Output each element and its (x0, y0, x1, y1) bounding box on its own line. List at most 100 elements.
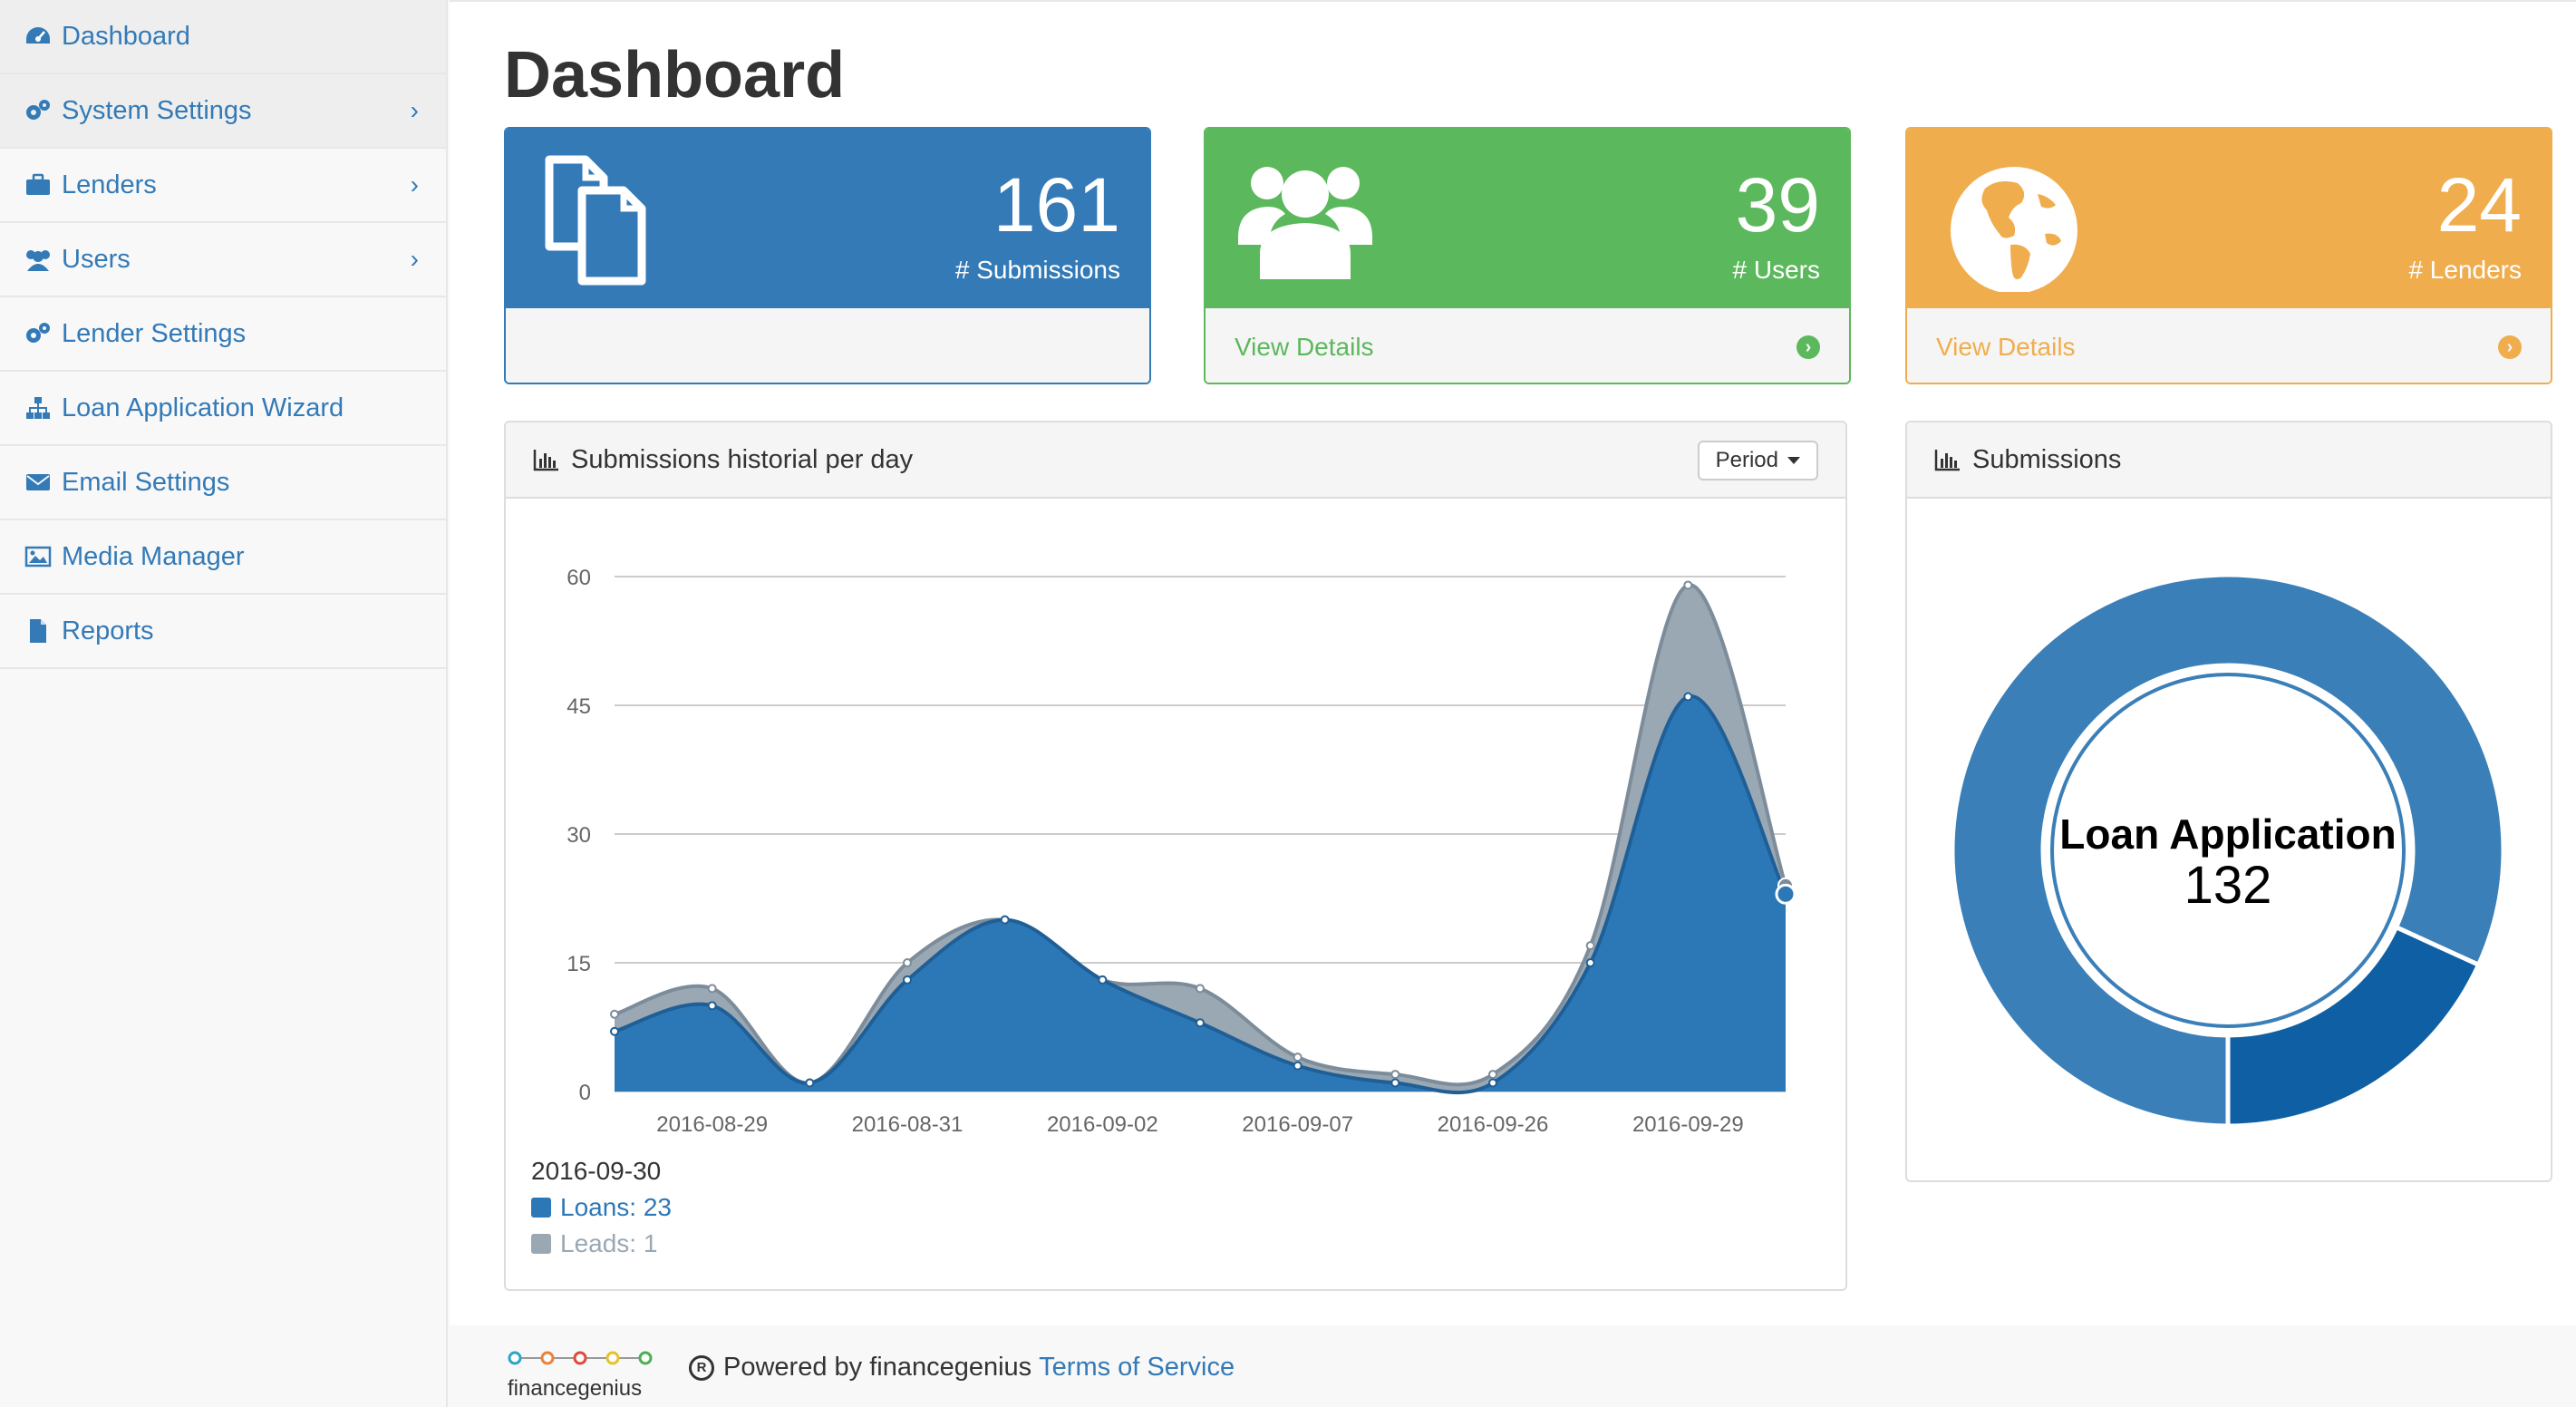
leads-point (1585, 941, 1595, 951)
loans-point (1683, 692, 1693, 702)
period-dropdown[interactable]: Period (1697, 441, 1818, 480)
sitemap-icon (24, 393, 53, 422)
x-tick-label: 2016-09-02 (1047, 1112, 1158, 1137)
y-tick-label: 60 (567, 566, 591, 590)
leads-point (903, 958, 912, 967)
sidebar-item-system-settings[interactable]: System Settings › (0, 74, 446, 149)
leads-point (707, 984, 717, 994)
loans-point-highlight (1775, 883, 1796, 905)
x-tick-label: 2016-09-26 (1438, 1112, 1549, 1137)
x-tick-label: 2016-08-31 (852, 1112, 964, 1137)
submissions-history-panel: Submissions historial per day Period 0 15… (504, 421, 1847, 1291)
sidebar: Dashboard System Settings › Lenders › Us… (0, 0, 448, 1407)
users-icon (1233, 147, 1378, 296)
legend-item-leads[interactable]: Leads: 1 (531, 1229, 672, 1258)
chevron-right-icon: › (410, 96, 419, 124)
sidebar-item-users[interactable]: Users › (0, 223, 446, 297)
leads-point (1683, 580, 1693, 590)
submissions-stat-card: 161 # Submissions (504, 127, 1151, 384)
chart-legend: 2016-09-30 Loans: 23 Leads: 1 (531, 1157, 672, 1266)
sidebar-item-loan-application-wizard[interactable]: Loan Application Wizard (0, 372, 446, 446)
sidebar-item-label: Reports (62, 616, 154, 645)
loans-point (1196, 1018, 1205, 1028)
x-tick-label: 2016-09-29 (1632, 1112, 1744, 1137)
legend-label: Leads: 1 (560, 1229, 658, 1257)
x-tick-label: 2016-08-29 (656, 1112, 768, 1137)
caret-down-icon (1787, 457, 1800, 464)
donut-center-label: Loan Application (2059, 810, 2396, 858)
leads-point (1293, 1053, 1303, 1063)
donut-center-value: 132 (2184, 856, 2272, 915)
submissions-count: 161 (993, 162, 1120, 247)
legend-date: 2016-09-30 (531, 1157, 662, 1185)
users-icon (24, 245, 53, 274)
bar-chart-icon (1934, 448, 1961, 471)
loans-point (1098, 975, 1108, 985)
leads-point (1390, 1070, 1400, 1080)
bar-chart-icon (533, 448, 560, 471)
lenders-stat-card: 24 # Lenders View Details › (1905, 127, 2552, 384)
sidebar-item-dashboard[interactable]: Dashboard (0, 0, 446, 74)
submissions-footer (506, 308, 1149, 383)
panel-title: Submissions historial per day (571, 444, 914, 474)
y-tick-label: 15 (567, 952, 591, 976)
panel-title: Submissions (1972, 444, 2122, 474)
donut-slice (1950, 572, 2506, 1129)
briefcase-icon (24, 170, 53, 199)
globe-icon (1934, 147, 2079, 296)
donut-inner-ring (2050, 673, 2406, 1028)
sidebar-item-lender-settings[interactable]: Lender Settings (0, 297, 446, 372)
lenders-count: 24 (2436, 162, 2522, 247)
users-stat-card: 39 # Users View Details › (1204, 127, 1851, 384)
lenders-view-details-link[interactable]: View Details › (1907, 308, 2551, 383)
sidebar-item-lenders[interactable]: Lenders › (0, 149, 446, 223)
period-label: Period (1715, 448, 1778, 472)
legend-item-loans[interactable]: Loans: 23 (531, 1193, 672, 1222)
y-tick-label: 0 (579, 1081, 591, 1105)
loans-point (1293, 1061, 1303, 1071)
lenders-label: # Lenders (2408, 256, 2522, 284)
leads-point (1196, 984, 1205, 994)
sidebar-item-label: Lender Settings (62, 318, 247, 348)
legend-swatch (531, 1198, 551, 1218)
submissions-label: # Submissions (954, 256, 1120, 284)
leads-point (1488, 1070, 1497, 1080)
arrow-circle-right-icon: › (1796, 335, 1820, 359)
main-content: Dashboard 161 # Submissions (450, 0, 2576, 1325)
arrow-circle-right-icon: › (2498, 335, 2522, 359)
sidebar-item-label: Users (62, 244, 131, 274)
powered-by: R Powered by financegenius Terms of Serv… (689, 1353, 1235, 1383)
users-view-details-link[interactable]: View Details › (1206, 308, 1849, 383)
users-count: 39 (1735, 162, 1820, 247)
loans-point (903, 975, 912, 985)
sidebar-item-label: Email Settings (62, 467, 230, 497)
sidebar-item-email-settings[interactable]: Email Settings (0, 446, 446, 520)
submissions-donut-panel: Submissions Loan Application 132 (1905, 421, 2552, 1182)
area-chart: 0 15 30 45 60 2016-08-29 2016-08-31 2016-09-02 2… (567, 566, 1796, 1137)
loans-point (610, 1026, 619, 1036)
x-tick-label: 2016-09-07 (1242, 1112, 1353, 1137)
gears-icon (24, 96, 53, 125)
view-details-label: View Details (1235, 333, 1374, 361)
y-tick-label: 45 (567, 694, 591, 719)
page-title: Dashboard (504, 39, 846, 112)
donut-slice (2225, 924, 2482, 1129)
chevron-right-icon: › (410, 170, 419, 199)
loans-line (614, 694, 1787, 1095)
file-icon (24, 616, 53, 645)
sidebar-item-label: Dashboard (62, 21, 190, 51)
image-icon (24, 542, 53, 571)
loans-point (1585, 958, 1595, 967)
leads-point (610, 1009, 619, 1019)
sidebar-item-media-manager[interactable]: Media Manager (0, 520, 446, 595)
gears-icon (24, 319, 53, 348)
sidebar-item-reports[interactable]: Reports (0, 595, 446, 669)
terms-of-service-link[interactable]: Terms of Service (1039, 1353, 1235, 1382)
legend-label: Loans: 23 (560, 1193, 672, 1221)
dashboard-icon (24, 22, 53, 51)
footer: financegenius R Powered by financegenius… (450, 1325, 2576, 1407)
sidebar-item-label: Lenders (62, 170, 157, 199)
view-details-label: View Details (1936, 333, 2076, 361)
loans-point (1000, 915, 1010, 925)
